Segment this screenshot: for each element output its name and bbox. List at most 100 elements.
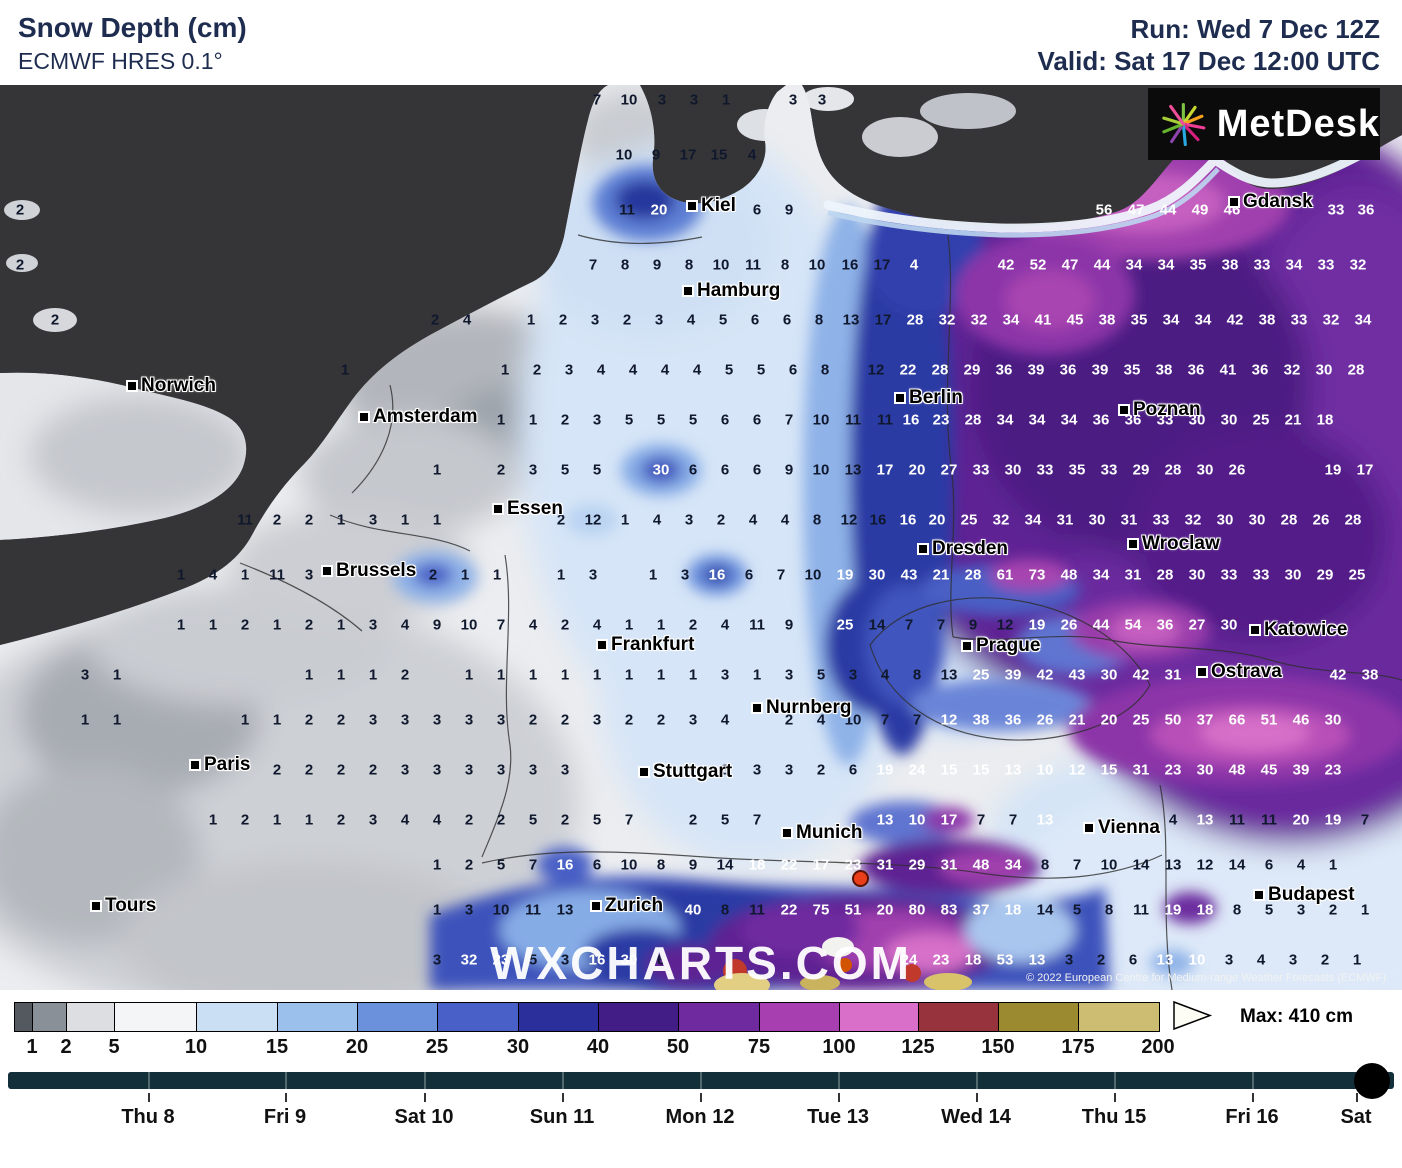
snow-depth-map xyxy=(0,85,1402,990)
legend-color-segment xyxy=(999,1003,1079,1031)
city-marker-icon xyxy=(1251,626,1259,634)
snow-depth-value: 11 xyxy=(1229,811,1245,829)
snow-depth-value: 1 xyxy=(336,511,346,529)
legend-tick-label: 75 xyxy=(747,1036,771,1058)
city-name: Amsterdam xyxy=(373,406,478,427)
timeline-day-label[interactable]: Thu 8 xyxy=(121,1106,175,1128)
snow-depth-value: 36 xyxy=(1187,361,1205,379)
snow-depth-value: 34 xyxy=(1194,311,1212,329)
snow-depth-value: 8 xyxy=(684,256,694,274)
snow-depth-value: 44 xyxy=(1092,616,1110,634)
city-name: Budapest xyxy=(1268,884,1355,905)
snow-depth-value: 5 xyxy=(1264,901,1274,919)
snow-depth-value: 1 xyxy=(400,511,410,529)
city-name: Tours xyxy=(105,895,157,916)
snow-depth-value: 30 xyxy=(1188,411,1206,429)
city-marker-icon xyxy=(191,761,199,769)
timeline-track[interactable] xyxy=(8,1072,1394,1089)
city-label-nurnberg: Nurnberg xyxy=(753,697,852,719)
snow-depth-value: 6 xyxy=(1264,856,1274,874)
snow-depth-value: 11 xyxy=(237,511,253,529)
legend-tick-label: 175 xyxy=(1061,1036,1095,1058)
snow-depth-value: 8 xyxy=(812,511,822,529)
timeline-day-label[interactable]: Mon 12 xyxy=(665,1106,735,1128)
snow-depth-value: 17 xyxy=(679,146,697,164)
timeline-track-tick xyxy=(700,1072,702,1089)
snow-depth-value: 3 xyxy=(720,761,730,779)
snow-depth-value: 34 xyxy=(1004,856,1022,874)
snow-depth-value: 32 xyxy=(970,311,988,329)
snow-depth-value: 7 xyxy=(1072,856,1082,874)
model-subtitle: ECMWF HRES 0.1° xyxy=(18,48,223,74)
snow-depth-value: 1 xyxy=(176,566,186,584)
snow-depth-value: 10 xyxy=(615,146,633,164)
snow-depth-value: 1 xyxy=(112,711,122,729)
snow-depth-value: 48 xyxy=(1228,761,1246,779)
snow-depth-value: 8 xyxy=(620,256,630,274)
snow-depth-value: 11 xyxy=(749,901,765,919)
snow-depth-value: 4 xyxy=(400,616,410,634)
snow-depth-value: 66 xyxy=(1228,711,1246,729)
snow-depth-value: 2 xyxy=(430,311,440,329)
snow-depth-value: 3 xyxy=(788,91,798,109)
snow-depth-value: 31 xyxy=(940,856,958,874)
snow-depth-value: 8 xyxy=(1232,901,1242,919)
snow-depth-value: 21 xyxy=(932,566,950,584)
snow-depth-value: 5 xyxy=(720,811,730,829)
snow-depth-value: 28 xyxy=(906,311,924,329)
snow-depth-value: 5 xyxy=(528,811,538,829)
snow-depth-value: 23 xyxy=(1324,761,1342,779)
snow-depth-value: 23 xyxy=(932,411,950,429)
snow-depth-value: 30 xyxy=(1196,761,1214,779)
snow-depth-value: 36 xyxy=(1357,201,1375,219)
city-label-gdansk: Gdansk xyxy=(1230,191,1313,213)
snow-depth-value: 7 xyxy=(904,616,914,634)
snow-depth-value: 2 xyxy=(816,761,826,779)
timeline-handle[interactable] xyxy=(1354,1063,1390,1099)
snow-depth-value: 51 xyxy=(1260,711,1278,729)
snow-depth-value: 6 xyxy=(688,461,698,479)
timeline-day-label[interactable]: Sat 10 xyxy=(394,1106,454,1128)
snow-depth-value: 1 xyxy=(368,666,378,684)
snow-depth-value: 42 xyxy=(1132,666,1150,684)
snow-depth-value: 17 xyxy=(812,856,830,874)
snow-depth-value: 1 xyxy=(240,566,250,584)
snow-depth-value: 5 xyxy=(1072,901,1082,919)
city-name: Poznan xyxy=(1133,399,1201,420)
snow-depth-value: 45 xyxy=(1260,761,1278,779)
snow-depth-value: 53 xyxy=(996,951,1014,969)
timeline-day-label[interactable]: Tue 13 xyxy=(807,1106,869,1128)
snow-depth-value: 13 xyxy=(1196,811,1214,829)
snow-depth-value: 29 xyxy=(908,856,926,874)
snow-depth-value: 10 xyxy=(620,856,638,874)
timeline-day-label[interactable]: Sat xyxy=(1340,1106,1372,1128)
timeline-day-label[interactable]: Sun 11 xyxy=(529,1106,595,1128)
city-name: Paris xyxy=(204,754,251,775)
snow-depth-value: 10 xyxy=(1188,951,1206,969)
snow-depth-value: 6 xyxy=(752,461,762,479)
legend-tick-label: 150 xyxy=(981,1036,1015,1058)
snow-depth-value: 43 xyxy=(1068,666,1086,684)
timeline-day-label[interactable]: Wed 14 xyxy=(941,1106,1011,1128)
timeline-day-label[interactable]: Fri 16 xyxy=(1225,1106,1279,1128)
timeline-day-label[interactable]: Fri 9 xyxy=(263,1106,307,1128)
snow-depth-value: 2 xyxy=(560,616,570,634)
snow-depth-value: 33 xyxy=(1253,256,1271,274)
snow-depth-value: 1 xyxy=(432,511,442,529)
snow-depth-value: 12 xyxy=(996,616,1014,634)
city-marker-icon xyxy=(640,768,648,776)
city-name: Wroclaw xyxy=(1142,533,1220,554)
snow-depth-value: 4 xyxy=(720,616,730,634)
snow-depth-value: 1 xyxy=(624,666,634,684)
snow-depth-value: 12 xyxy=(1196,856,1214,874)
snow-depth-value: 4 xyxy=(528,616,538,634)
snow-depth-value: 4 xyxy=(909,256,919,274)
snow-depth-value: 3 xyxy=(784,666,794,684)
snow-depth-value: 2 xyxy=(464,811,474,829)
snow-depth-value: 7 xyxy=(912,711,922,729)
snow-depth-value: 9 xyxy=(432,616,442,634)
snow-depth-value: 30 xyxy=(868,566,886,584)
timeline-day-label[interactable]: Thu 15 xyxy=(1081,1106,1147,1128)
city-marker-icon xyxy=(1129,540,1137,548)
snow-depth-value: 33 xyxy=(1036,461,1054,479)
